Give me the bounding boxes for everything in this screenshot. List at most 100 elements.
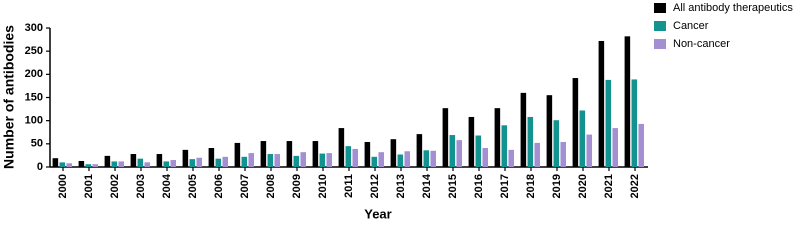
y-tick-label: 150 [25,91,43,103]
bar [449,135,456,167]
y-tick-label: 300 [25,22,43,34]
bar [326,153,333,167]
bar [572,78,579,167]
bar [624,36,631,168]
bar [605,79,612,167]
x-tick-label: 2004 [161,173,173,198]
y-tick-label: 250 [25,45,43,57]
legend-label: Non-cancer [673,38,730,50]
bar [456,140,463,167]
bar [248,153,255,167]
y-tick-label: 200 [25,68,43,80]
bar [286,141,293,167]
bar [508,149,515,167]
bar [475,135,482,167]
x-tick-label: 2020 [577,174,589,198]
x-tick-label: 2003 [135,174,147,198]
x-tick-label: 2008 [265,174,277,198]
x-tick-label: 2005 [187,174,199,198]
bar [468,116,475,167]
bar [494,108,501,167]
bar [66,163,73,167]
bar [553,120,560,167]
bar [364,141,371,167]
x-tick-label: 2000 [57,174,69,198]
bar [423,150,430,167]
x-tick-label: 2022 [629,174,641,198]
x-tick-label: 2016 [473,174,485,198]
bar [404,151,411,167]
bar [319,153,326,167]
bar [352,148,359,167]
y-tick-label: 100 [25,115,43,127]
bar [144,162,151,167]
bar [118,161,125,167]
bar [267,154,274,167]
bar [378,152,385,167]
bar [482,148,489,167]
bar [111,161,118,167]
bar [430,150,437,167]
bar [300,152,307,167]
x-tick-label: 2002 [109,174,121,198]
bar [586,134,593,167]
bar [215,158,222,167]
x-tick-label: 2018 [525,174,537,198]
bar [182,149,189,167]
x-tick-label: 2014 [421,173,433,198]
legend-label: All antibody therapeutics [673,2,793,14]
bar [52,158,59,167]
bar [92,164,99,167]
chart: Year Number of antibodies 0 50 100 150 200 25… [1,2,794,222]
bar [416,134,423,167]
x-axis-title: Year [364,206,391,221]
bar [442,108,449,167]
legend-swatch [654,39,666,49]
bar [234,142,241,167]
bar [598,40,605,168]
x-tick-label: 2009 [291,174,303,198]
bar [390,139,397,167]
x-tick-label: 2015 [447,174,459,198]
bar [534,142,541,167]
bar [520,92,527,167]
legend-swatch [654,21,666,31]
x-tick-label: 2013 [395,174,407,198]
bar [345,146,352,167]
bar [78,160,85,167]
bar [579,110,586,167]
bar [371,156,378,167]
bar [137,158,144,167]
bar [501,125,508,167]
bar [397,154,404,167]
x-tick-label: 2007 [239,174,251,198]
legend-swatch [654,3,666,13]
bar [260,141,267,167]
bar [527,116,534,167]
x-tick-label: 2017 [499,174,511,198]
bar [163,161,170,167]
bar [631,79,638,167]
x-tick-label: 2001 [83,174,95,198]
y-tick-label: 50 [31,138,43,150]
bar [338,128,345,167]
bar [638,123,645,167]
y-tick-label: 0 [37,161,43,173]
x-tick-label: 2011 [343,174,355,198]
bar [612,128,619,167]
x-tick-label: 2019 [551,174,563,198]
bar [196,157,203,167]
bar [241,156,248,167]
bar [274,154,281,167]
bar [560,141,567,167]
legend-label: Cancer [673,20,709,32]
bar [208,148,215,167]
bar [104,155,111,167]
bar [546,95,553,167]
bar [85,164,92,167]
y-axis-title: Number of antibodies [1,25,17,169]
bar [59,162,66,167]
x-tick-label: 2012 [369,174,381,198]
bar [170,160,177,167]
x-tick-label: 2006 [213,174,225,198]
